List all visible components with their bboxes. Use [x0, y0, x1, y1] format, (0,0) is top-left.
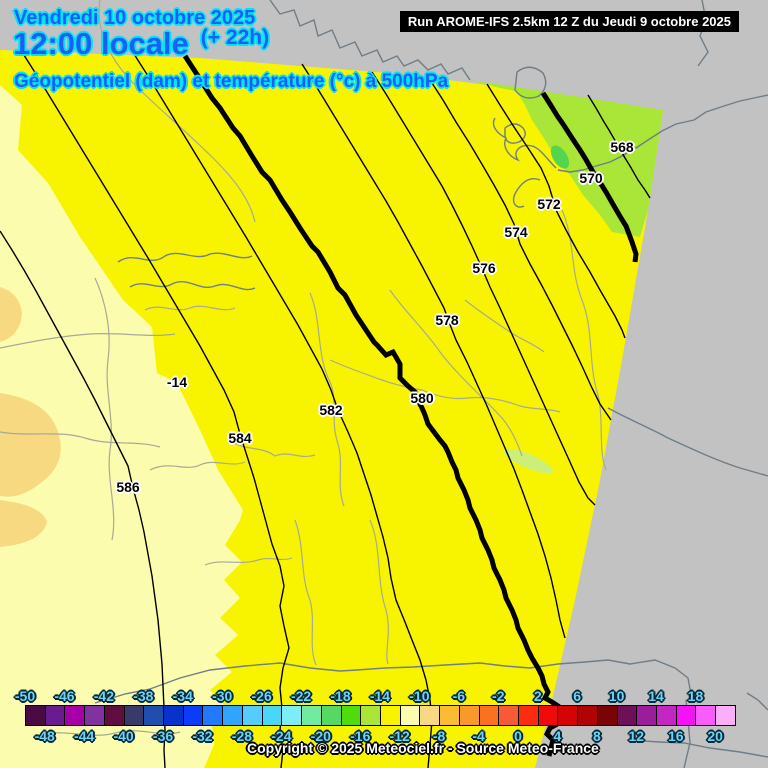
contour-label: 582 [319, 402, 343, 418]
date-line: Vendredi 10 octobre 2025 [14, 7, 256, 29]
contour-570-thick [540, 91, 639, 263]
emerald-patch [550, 145, 570, 169]
contour-label: 578 [435, 312, 459, 328]
contour-label: 580 [410, 390, 434, 406]
contour-582 [133, 53, 433, 768]
contour-label: 568 [610, 139, 634, 155]
contour-574 [429, 79, 612, 421]
time-value: 12:00 locale [13, 26, 189, 61]
department-borders [0, 0, 607, 736]
pale-temperature-region [0, 85, 243, 768]
gold-patches [0, 287, 61, 547]
contour-568 [587, 94, 651, 199]
contour-label: 584 [228, 430, 252, 446]
contour-label: 574 [504, 224, 528, 240]
map-parameter-title: Géopotentiel (dam) et température (°c) à… [14, 71, 449, 92]
forecast-offset: (+ 22h) [200, 26, 270, 49]
contour-584 [21, 51, 290, 768]
contour-label: -14 [166, 374, 188, 390]
light-green-patch [502, 448, 554, 474]
contour-label: 586 [116, 479, 140, 495]
copyright-watermark: Copyright © 2025 Meteociel.fr - Source M… [247, 740, 599, 756]
contour-label: 570 [579, 170, 603, 186]
contour-580-thick [182, 54, 566, 757]
contour-578 [301, 63, 566, 639]
geopotential-contours [0, 51, 651, 768]
contour-572 [486, 83, 626, 339]
contour-576 [371, 71, 596, 506]
contour-586 [0, 230, 166, 768]
contour-label: 576 [472, 260, 496, 276]
model-run-info: Run AROME-IFS 2.5km 12 Z du Jeudi 9 octo… [399, 11, 739, 32]
time-line: 12:00 locale (+ 22h) [13, 26, 269, 62]
contour-label: 572 [537, 196, 561, 212]
